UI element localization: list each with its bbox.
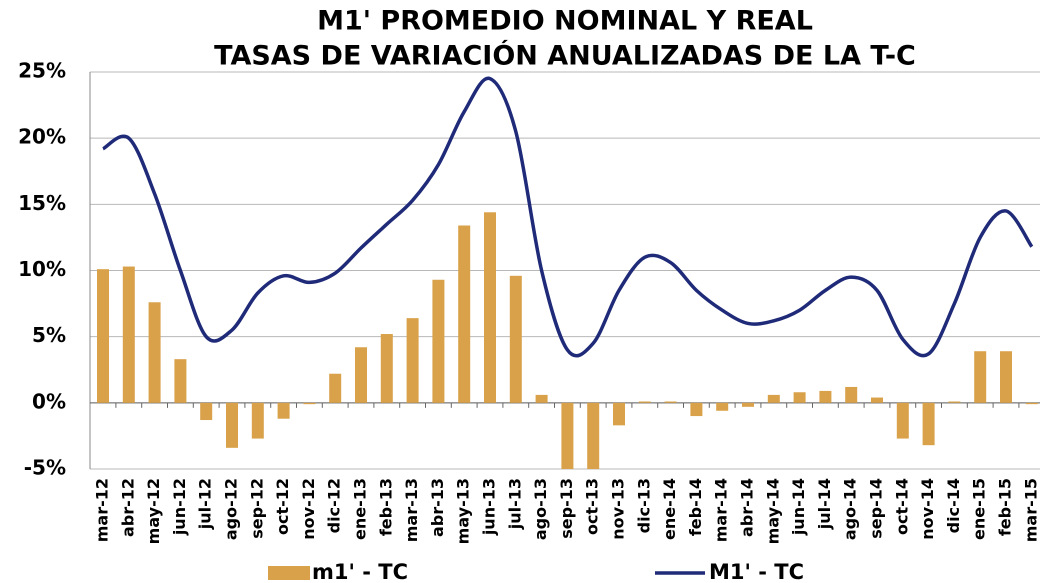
x-tick-label: oct-12 (273, 478, 292, 535)
x-tick-label: feb-14 (686, 478, 705, 536)
y-tick-label: 25% (18, 59, 66, 83)
bar (432, 279, 445, 403)
bar (613, 402, 625, 426)
y-tick-label: 10% (18, 257, 66, 281)
bar (458, 225, 471, 403)
bar (948, 401, 961, 403)
bar (97, 269, 109, 403)
bar (896, 402, 909, 439)
x-tick-label: jun-13 (480, 478, 499, 536)
bar (251, 402, 264, 439)
legend-label: M1' - TC (709, 560, 804, 583)
y-tick-label: 15% (18, 191, 66, 215)
legend-swatch (268, 566, 310, 580)
bar (226, 402, 238, 448)
x-tick-label: mar-13 (402, 478, 421, 542)
bar (1000, 351, 1012, 403)
bar (484, 212, 496, 403)
bar (122, 266, 135, 403)
bar (742, 402, 754, 407)
bar (561, 402, 574, 469)
y-tick-label: -5% (24, 456, 66, 480)
bar (767, 394, 780, 403)
x-tick-label: jul-13 (505, 478, 524, 530)
y-tick-label: 20% (18, 125, 66, 149)
x-tick-label: jun-14 (789, 478, 808, 536)
y-tick-label: 5% (32, 323, 66, 347)
x-tick-label: ago-12 (222, 478, 241, 540)
x-tick-label: dic-12 (325, 478, 344, 533)
legend-label: m1' - TC (312, 560, 408, 583)
bar (587, 402, 600, 469)
chart-subtitle: TASAS DE VARIACIÓN ANUALIZADAS DE LA T-C (214, 40, 916, 72)
x-tick-label: jul-12 (196, 478, 215, 530)
bar (277, 402, 290, 419)
bar (509, 275, 522, 403)
x-tick-label: jun-12 (170, 478, 189, 536)
x-tick-label: dic-13 (634, 478, 653, 533)
x-tick-label: nov-13 (609, 478, 628, 540)
bar (174, 359, 187, 403)
bar (819, 390, 832, 403)
bar (845, 386, 858, 403)
x-tick-label: ene-15 (970, 478, 989, 540)
x-tick-label: nov-12 (299, 478, 318, 540)
x-tick-label: mar-14 (712, 478, 731, 542)
x-tick-label: may-14 (763, 478, 782, 544)
x-tick-label: may-12 (144, 478, 163, 544)
bar (716, 402, 729, 411)
bar (329, 373, 342, 403)
chart-title: M1' PROMEDIO NOMINAL Y REAL (317, 6, 813, 37)
x-tick-label: sep-14 (867, 478, 886, 539)
x-tick-label: feb-13 (376, 478, 395, 536)
x-tick-label: ene-14 (660, 478, 679, 540)
x-tick-label: nov-14 (918, 478, 937, 540)
bar (922, 402, 935, 446)
x-tick-label: feb-15 (996, 478, 1015, 536)
bar (793, 392, 806, 403)
line (102, 76, 1034, 358)
x-tick-label: jul-14 (815, 478, 834, 530)
x-tick-label: abr-12 (118, 478, 137, 537)
bar (200, 402, 213, 421)
x-tick-label: mar-12 (93, 478, 112, 542)
x-tick-label: ene-13 (351, 478, 370, 540)
x-tick-label: oct-13 (583, 478, 602, 535)
x-tick-label: dic-14 (944, 478, 963, 533)
x-tick-label: ago-14 (841, 478, 860, 540)
x-tick-label: abr-13 (428, 478, 447, 537)
bar (1025, 402, 1038, 405)
x-tick-label: sep-13 (557, 478, 576, 539)
bar (638, 401, 651, 403)
bar (664, 401, 677, 403)
x-tick-label: sep-12 (247, 478, 266, 539)
bar (535, 394, 548, 403)
bar (974, 351, 987, 403)
bar (871, 397, 883, 403)
bar (303, 402, 316, 405)
bar (148, 302, 161, 403)
bar (690, 402, 703, 417)
x-tick-label: mar-15 (1021, 478, 1040, 542)
bar (355, 347, 367, 403)
x-tick-label: ago-13 (531, 478, 550, 540)
bar (380, 334, 393, 403)
x-tick-label: abr-14 (738, 478, 757, 537)
x-tick-label: may-13 (454, 478, 473, 544)
y-tick-label: 0% (32, 389, 66, 413)
bar (406, 318, 419, 403)
x-tick-label: oct-14 (892, 478, 911, 535)
